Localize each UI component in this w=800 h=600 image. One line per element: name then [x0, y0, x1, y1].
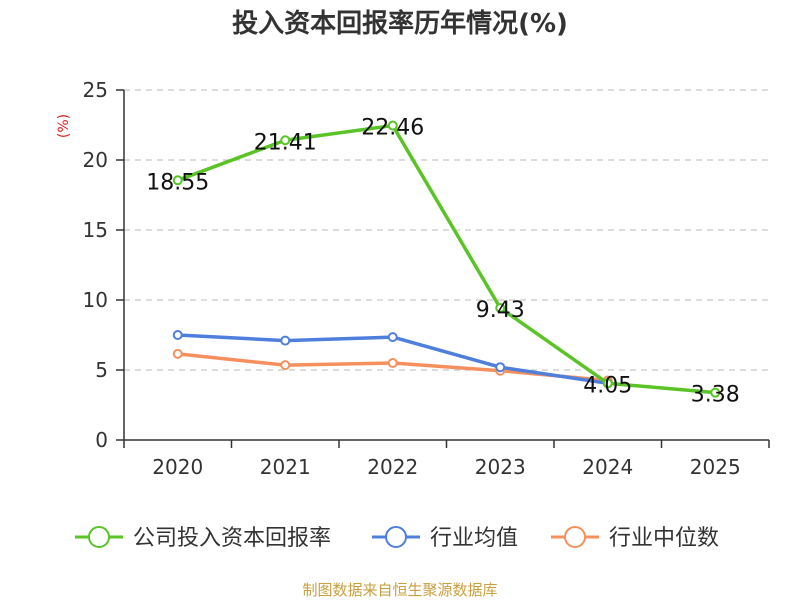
y-tick-label: 10 — [83, 288, 108, 312]
x-tick-label: 2025 — [690, 455, 741, 479]
chart-title: 投入资本回报率历年情况(%) — [232, 8, 568, 39]
series-line — [177, 123, 716, 395]
series-2 — [172, 348, 613, 386]
legend-item[interactable]: 公司投入资本回报率 — [75, 526, 331, 551]
data-labels: 18.55 21.41 22.46 9.43 4.05 3.38 — [146, 116, 739, 408]
data-label: 18.55 — [146, 170, 209, 195]
y-tick-label: 0 — [95, 428, 108, 452]
legend-marker — [88, 526, 110, 548]
data-label: 22.46 — [361, 116, 424, 141]
data-point — [387, 332, 398, 343]
x-tick-label: 2023 — [475, 455, 526, 479]
legend-marker — [385, 526, 407, 548]
series-layer — [172, 120, 721, 398]
x-tick-label: 2021 — [260, 455, 311, 479]
legend-label: 公司投入资本回报率 — [133, 526, 331, 551]
legend[interactable]: 公司投入资本回报率 行业均值 行业中位数 — [75, 526, 719, 551]
data-point — [387, 358, 398, 368]
data-point — [495, 302, 506, 313]
x-tick-label: 2022 — [367, 455, 418, 479]
data-point — [172, 330, 183, 340]
data-point — [280, 360, 291, 371]
data-label: 9.43 — [476, 298, 525, 323]
legend-label: 行业中位数 — [609, 526, 719, 551]
legend-marker — [564, 526, 586, 548]
y-axis-label: (%) — [56, 114, 72, 138]
data-point — [280, 135, 291, 146]
source-note: 制图数据来自恒生聚源数据库 — [302, 581, 497, 599]
y-tick-label: 20 — [83, 148, 108, 172]
data-point — [602, 378, 613, 389]
x-tick-label: 2020 — [152, 455, 203, 479]
y-tick-label: 25 — [83, 78, 108, 102]
grid — [124, 89, 769, 371]
legend-item[interactable]: 行业均值 — [372, 526, 518, 551]
legend-label: 行业均值 — [430, 526, 518, 551]
data-point — [172, 175, 183, 186]
data-point — [495, 362, 506, 373]
x-tick-label: 2024 — [582, 455, 633, 479]
data-point — [172, 348, 183, 359]
data-point — [710, 387, 721, 398]
data-label: 21.41 — [254, 130, 317, 155]
data-label: 4.05 — [583, 373, 632, 398]
data-point — [280, 335, 291, 346]
y-tick-label: 15 — [83, 218, 108, 242]
data-label: 3.38 — [691, 383, 740, 408]
y-tick-label: 5 — [95, 358, 108, 382]
series-0 — [172, 120, 721, 398]
data-point — [387, 120, 398, 131]
legend-item[interactable]: 行业中位数 — [551, 526, 719, 551]
